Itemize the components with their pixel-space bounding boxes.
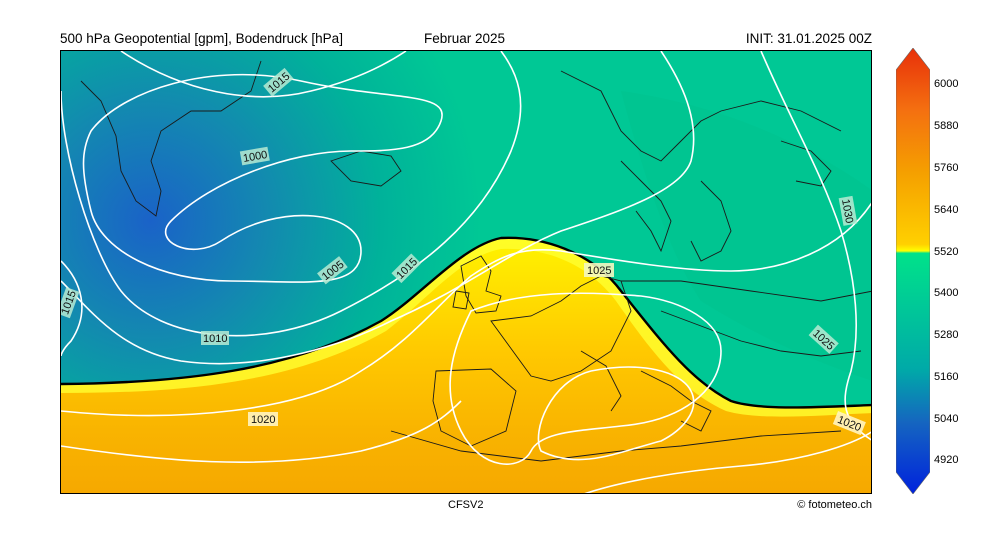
source-credit: © fotometeo.ch: [797, 499, 872, 511]
colorbar-tick: 5760: [934, 162, 959, 174]
coastlines: [80, 60, 871, 462]
isobar-label: 1000: [242, 149, 268, 165]
model-name: CFSV2: [448, 499, 484, 511]
warm-air-area: [61, 237, 871, 493]
geopotential-map: 1015 1000 1005 1015 1010 1020: [60, 50, 872, 494]
chart-title: 500 hPa Geopotential [gpm], Bodendruck […: [60, 31, 343, 46]
chart-period: Februar 2025: [424, 31, 506, 46]
isobar-label: 1025: [587, 265, 611, 277]
colorbar-tick: 5520: [934, 246, 959, 258]
isobar-label: 1010: [203, 333, 227, 345]
colorbar-tick: 5640: [934, 204, 959, 216]
colorbar-tick: 6000: [934, 78, 959, 90]
colorbar-tick: 5400: [934, 287, 959, 299]
colorbar-tick: 5280: [934, 329, 959, 341]
colorbar-tick: 4920: [934, 454, 959, 466]
init-time: INIT: 31.01.2025 00Z: [745, 31, 872, 46]
colorbar-tick: 5880: [934, 120, 959, 132]
isobar-label: 1030: [839, 198, 855, 224]
boundary-5520-line: [61, 236, 871, 409]
colorbar-ramp: [895, 47, 931, 495]
colorbar-tick: 5040: [934, 413, 959, 425]
colorbar-tick: 5160: [934, 371, 959, 383]
colorbar: [895, 47, 931, 495]
isobars: [61, 51, 871, 493]
isobar-label: 1020: [251, 414, 275, 426]
